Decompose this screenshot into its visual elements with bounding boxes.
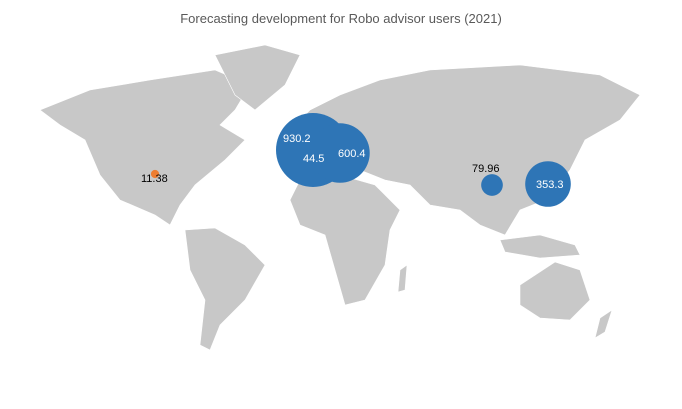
bubble-label: 930.2 bbox=[283, 133, 311, 145]
north-america bbox=[39, 69, 251, 226]
bubble-label: 79.96 bbox=[472, 163, 500, 175]
bubble-labels: 930.2 44.5 600.4 79.96 353.3 11.38 bbox=[141, 133, 564, 191]
bubbles bbox=[150, 113, 571, 207]
madagascar bbox=[397, 264, 408, 293]
bubble-79.96[interactable] bbox=[481, 174, 503, 196]
new-zealand bbox=[594, 309, 613, 339]
chart-title: Forecasting development for Robo advisor… bbox=[180, 11, 502, 26]
bubble-label: 44.5 bbox=[303, 153, 324, 165]
southeast-asia-islands bbox=[499, 234, 581, 259]
bubble-label: 600.4 bbox=[338, 148, 366, 160]
bubble-11.38[interactable] bbox=[150, 169, 160, 179]
australia bbox=[519, 261, 591, 321]
africa bbox=[289, 174, 401, 306]
bubble-600.4[interactable] bbox=[310, 123, 370, 183]
bubble-353.3[interactable] bbox=[525, 161, 571, 207]
land-masses bbox=[39, 44, 641, 351]
south-america bbox=[184, 227, 266, 351]
bubble-label: 11.38 bbox=[141, 173, 168, 185]
greenland bbox=[214, 44, 301, 111]
bubble-label: 353.3 bbox=[536, 179, 564, 191]
